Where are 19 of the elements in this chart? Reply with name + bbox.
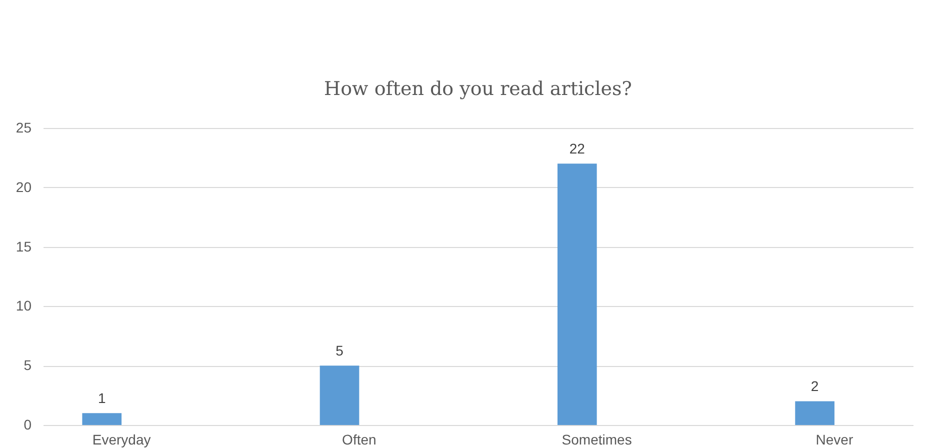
data-label: 5 [336, 342, 344, 359]
data-label: 22 [569, 140, 586, 157]
x-tick-label: Often [342, 432, 376, 448]
bar [557, 164, 597, 425]
chart-title: How often do you read articles? [324, 78, 632, 100]
x-tick-label: Sometimes [562, 432, 632, 448]
y-tick-label: 0 [24, 416, 32, 432]
y-tick-label: 5 [24, 357, 32, 374]
bar [795, 401, 834, 425]
data-label: 1 [98, 390, 106, 406]
bar [82, 413, 122, 425]
x-tick-label: Never [816, 432, 854, 448]
bar [320, 366, 360, 425]
y-tick-label: 25 [16, 120, 32, 136]
y-tick-label: 15 [16, 238, 32, 254]
y-tick-label: 20 [16, 178, 32, 195]
y-tick-label: 10 [16, 298, 32, 314]
x-tick-label: Everyday [92, 432, 151, 448]
data-label: 2 [810, 378, 819, 394]
